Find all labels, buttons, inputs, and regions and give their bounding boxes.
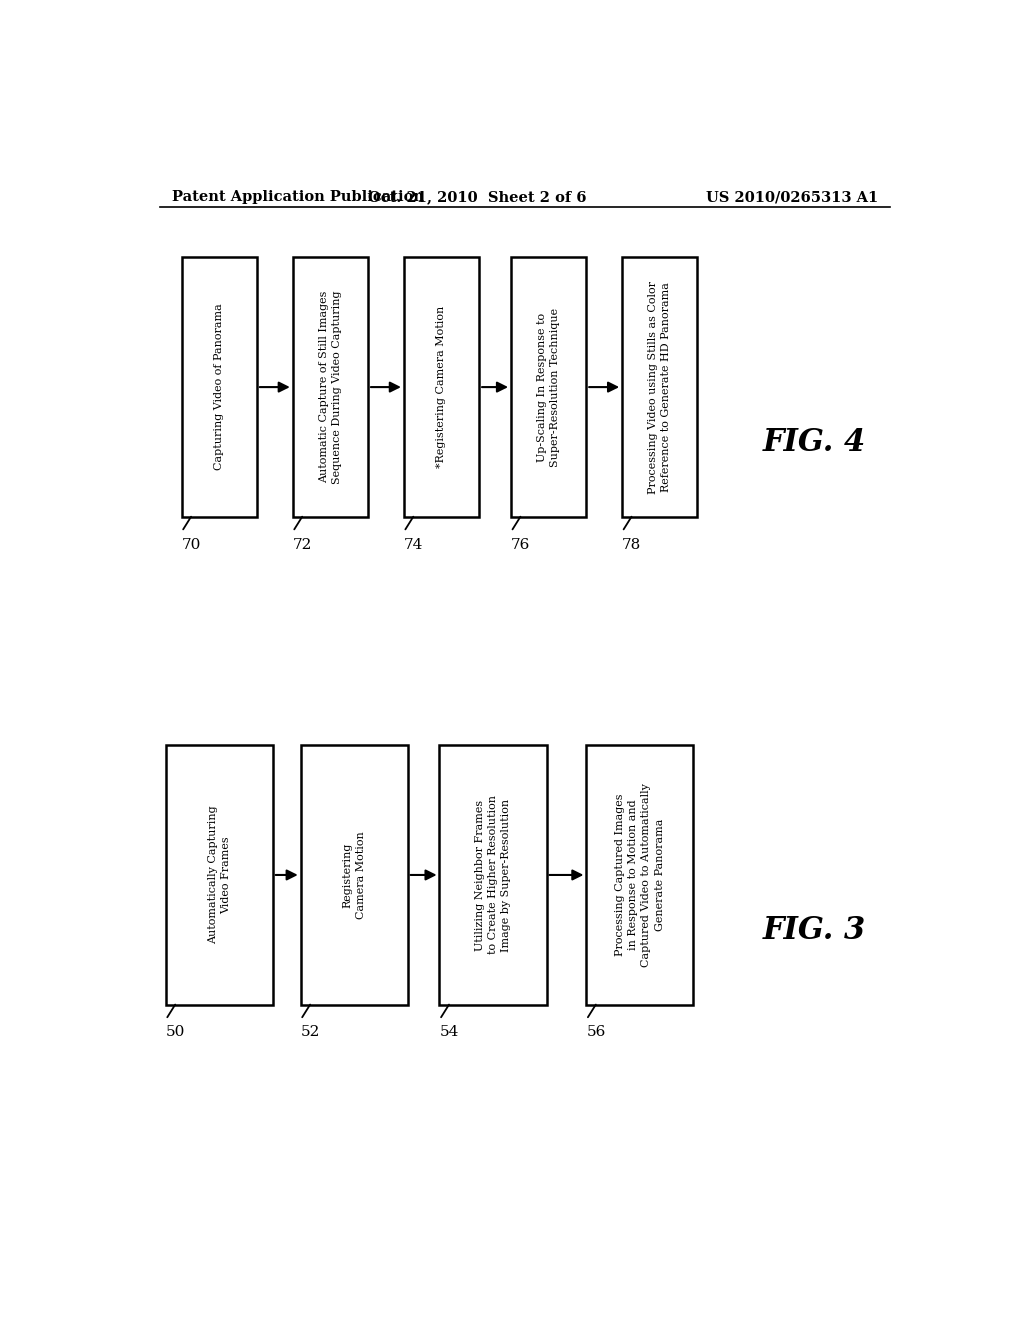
Bar xyxy=(403,257,479,516)
Text: 50: 50 xyxy=(166,1026,185,1039)
Text: 52: 52 xyxy=(301,1026,319,1039)
Bar xyxy=(511,257,587,516)
Text: 76: 76 xyxy=(511,537,530,552)
Text: Utilizing Neighbor Frames
to Create Higher Resolution
Image by Super-Resolution: Utilizing Neighbor Frames to Create High… xyxy=(475,796,511,954)
Text: 72: 72 xyxy=(293,537,312,552)
Text: Registering
Camera Motion: Registering Camera Motion xyxy=(343,832,366,919)
Bar xyxy=(301,746,408,1005)
Bar xyxy=(181,257,257,516)
Text: Processing Captured Images
in Response to Motion and
Captured Video to Automatic: Processing Captured Images in Response t… xyxy=(615,783,665,966)
Text: *Registering Camera Motion: *Registering Camera Motion xyxy=(436,306,446,469)
Bar xyxy=(166,746,272,1005)
Text: Automatically Capturing
Video Frames: Automatically Capturing Video Frames xyxy=(208,805,230,944)
Text: Processing Video using Stills as Color
Reference to Generate HD Panorama: Processing Video using Stills as Color R… xyxy=(648,281,672,494)
Text: Patent Application Publication: Patent Application Publication xyxy=(172,190,424,205)
Text: Automatic Capture of Still Images
Sequence During Video Capturing: Automatic Capture of Still Images Sequen… xyxy=(318,290,342,484)
Text: 56: 56 xyxy=(587,1026,605,1039)
Bar xyxy=(622,257,697,516)
Bar xyxy=(293,257,368,516)
Text: 70: 70 xyxy=(181,537,201,552)
Text: Oct. 21, 2010  Sheet 2 of 6: Oct. 21, 2010 Sheet 2 of 6 xyxy=(368,190,587,205)
Text: 78: 78 xyxy=(622,537,641,552)
Text: US 2010/0265313 A1: US 2010/0265313 A1 xyxy=(706,190,878,205)
Text: 74: 74 xyxy=(403,537,423,552)
Bar xyxy=(587,746,693,1005)
Text: 54: 54 xyxy=(439,1026,459,1039)
Text: Capturing Video of Panorama: Capturing Video of Panorama xyxy=(214,304,224,470)
Bar xyxy=(439,746,547,1005)
Text: Up-Scaling In Response to
Super-Resolution Technique: Up-Scaling In Response to Super-Resoluti… xyxy=(537,308,560,467)
Text: FIG. 4: FIG. 4 xyxy=(763,428,866,458)
Text: FIG. 3: FIG. 3 xyxy=(763,915,866,946)
